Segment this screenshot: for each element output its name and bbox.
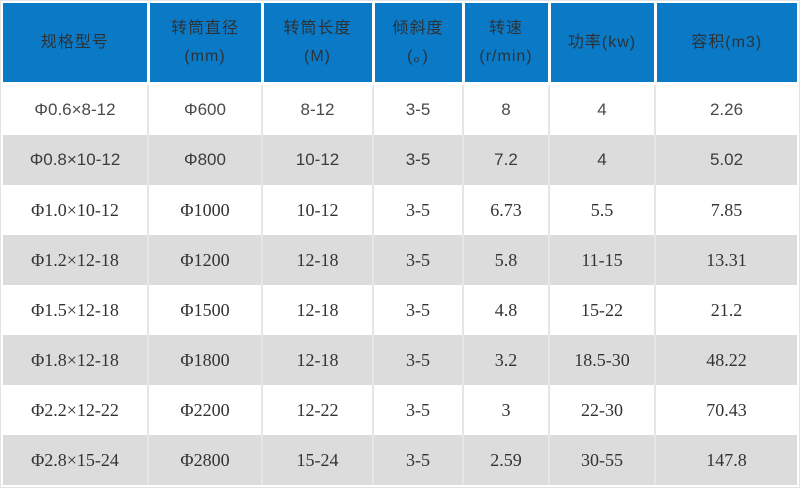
table-cell: 3-5 xyxy=(373,83,464,135)
table-row: Φ2.8×15-24 Φ2800 15-24 3-5 2.59 30-55 14… xyxy=(3,435,797,485)
table-cell: 3 xyxy=(463,385,550,435)
table-cell: 5.5 xyxy=(549,185,656,235)
table-cell: 8-12 xyxy=(262,83,374,135)
header-cell-power: 功率(kw) xyxy=(549,3,657,85)
table-cell: 7.85 xyxy=(655,185,797,235)
table-row: Φ1.8×12-18 Φ1800 12-18 3-5 3.2 18.5-30 4… xyxy=(3,335,797,385)
table-row: Φ1.0×10-12 Φ1000 10-12 3-5 6.73 5.5 7.85 xyxy=(3,185,797,235)
table-cell: 5.02 xyxy=(655,135,797,185)
table-cell: 12-22 xyxy=(262,385,374,435)
table-cell: Φ1.2×12-18 xyxy=(3,235,149,285)
table-cell: 3-5 xyxy=(373,235,464,285)
table-cell: 8 xyxy=(463,83,550,135)
table-row: Φ0.8×10-12 Φ800 10-12 3-5 7.2 4 5.02 xyxy=(3,135,797,185)
header-unit: (。) xyxy=(407,47,429,65)
table-cell: 12-18 xyxy=(262,285,374,335)
table-cell: 3-5 xyxy=(373,135,464,185)
table-cell: Φ1.8×12-18 xyxy=(3,335,149,385)
header-cell-drum-length: 转筒长度 (M) xyxy=(262,3,375,85)
table-header: 规格型号 转筒直径 (mm) 转筒长度 (M) 倾斜度 (。) 转速 (r xyxy=(3,3,797,85)
table-cell: 4 xyxy=(549,83,656,135)
table-cell: 3-5 xyxy=(373,185,464,235)
table-cell: Φ1200 xyxy=(148,235,263,285)
table-cell: 2.59 xyxy=(463,435,550,485)
table-cell: 10-12 xyxy=(262,135,374,185)
table-body: Φ0.6×8-12 Φ600 8-12 3-5 8 4 2.26 Φ0.8×10… xyxy=(3,83,797,485)
header-label: 转筒长度 xyxy=(283,20,352,38)
table-row: Φ1.2×12-18 Φ1200 12-18 3-5 5.8 11-15 13.… xyxy=(3,235,797,285)
table-cell: Φ800 xyxy=(148,135,263,185)
header-label: 转筒直径 xyxy=(170,20,239,38)
table-cell: 15-22 xyxy=(549,285,656,335)
table-row: Φ1.5×12-18 Φ1500 12-18 3-5 4.8 15-22 21.… xyxy=(3,285,797,335)
table-cell: 2.26 xyxy=(655,83,797,135)
header-cell-spec-model: 规格型号 xyxy=(3,3,150,85)
table-cell: Φ1000 xyxy=(148,185,263,235)
table-cell: 3-5 xyxy=(373,385,464,435)
table-cell: 12-18 xyxy=(262,335,374,385)
table-cell: 147.8 xyxy=(655,435,797,485)
table-cell: Φ0.8×10-12 xyxy=(3,135,149,185)
table-row: Φ0.6×8-12 Φ600 8-12 3-5 8 4 2.26 xyxy=(3,83,797,135)
table-cell: 11-15 xyxy=(549,235,656,285)
table-cell: 4 xyxy=(549,135,656,185)
table-cell: Φ2.8×15-24 xyxy=(3,435,149,485)
header-cell-drum-diameter: 转筒直径 (mm) xyxy=(148,3,264,85)
table-cell: Φ1.0×10-12 xyxy=(3,185,149,235)
table-cell: 48.22 xyxy=(655,335,797,385)
table-cell: 5.8 xyxy=(463,235,550,285)
header-cell-incline: 倾斜度 (。) xyxy=(373,3,465,85)
header-cell-volume: 容积(m3) xyxy=(655,3,797,85)
header-unit: (r/min) xyxy=(479,47,533,65)
table-cell: 12-18 xyxy=(262,235,374,285)
table-cell: 70.43 xyxy=(655,385,797,435)
table-cell: Φ1800 xyxy=(148,335,263,385)
header-row: 规格型号 转筒直径 (mm) 转筒长度 (M) 倾斜度 (。) 转速 (r xyxy=(3,3,797,85)
header-label: 容积(m3) xyxy=(691,33,763,51)
table-cell: 30-55 xyxy=(549,435,656,485)
table-cell: 21.2 xyxy=(655,285,797,335)
header-cell-rotation-speed: 转速 (r/min) xyxy=(463,3,551,85)
header-label: 功率(kw) xyxy=(567,33,637,51)
table-cell: Φ600 xyxy=(148,83,263,135)
table-cell: Φ1.5×12-18 xyxy=(3,285,149,335)
header-label: 转速 xyxy=(488,20,523,38)
header-unit: (mm) xyxy=(184,47,226,65)
header-unit: (M) xyxy=(304,47,331,65)
table-cell: 3.2 xyxy=(463,335,550,385)
table-cell: 6.73 xyxy=(463,185,550,235)
table-cell: 13.31 xyxy=(655,235,797,285)
table-cell: Φ1500 xyxy=(148,285,263,335)
table-cell: Φ2800 xyxy=(148,435,263,485)
table-cell: 15-24 xyxy=(262,435,374,485)
table-cell: 18.5-30 xyxy=(549,335,656,385)
table-cell: 10-12 xyxy=(262,185,374,235)
table-cell: Φ0.6×8-12 xyxy=(3,83,149,135)
table-cell: 4.8 xyxy=(463,285,550,335)
table-cell: Φ2200 xyxy=(148,385,263,435)
drum-specification-table: 规格型号 转筒直径 (mm) 转筒长度 (M) 倾斜度 (。) 转速 (r xyxy=(3,3,797,485)
table-cell: Φ2.2×12-22 xyxy=(3,385,149,435)
header-label: 规格型号 xyxy=(40,33,109,51)
table-cell: 3-5 xyxy=(373,335,464,385)
table-cell: 3-5 xyxy=(373,435,464,485)
table-cell: 3-5 xyxy=(373,285,464,335)
table-cell: 22-30 xyxy=(549,385,656,435)
header-label: 倾斜度 xyxy=(392,20,444,38)
table-row: Φ2.2×12-22 Φ2200 12-22 3-5 3 22-30 70.43 xyxy=(3,385,797,435)
table-cell: 7.2 xyxy=(463,135,550,185)
